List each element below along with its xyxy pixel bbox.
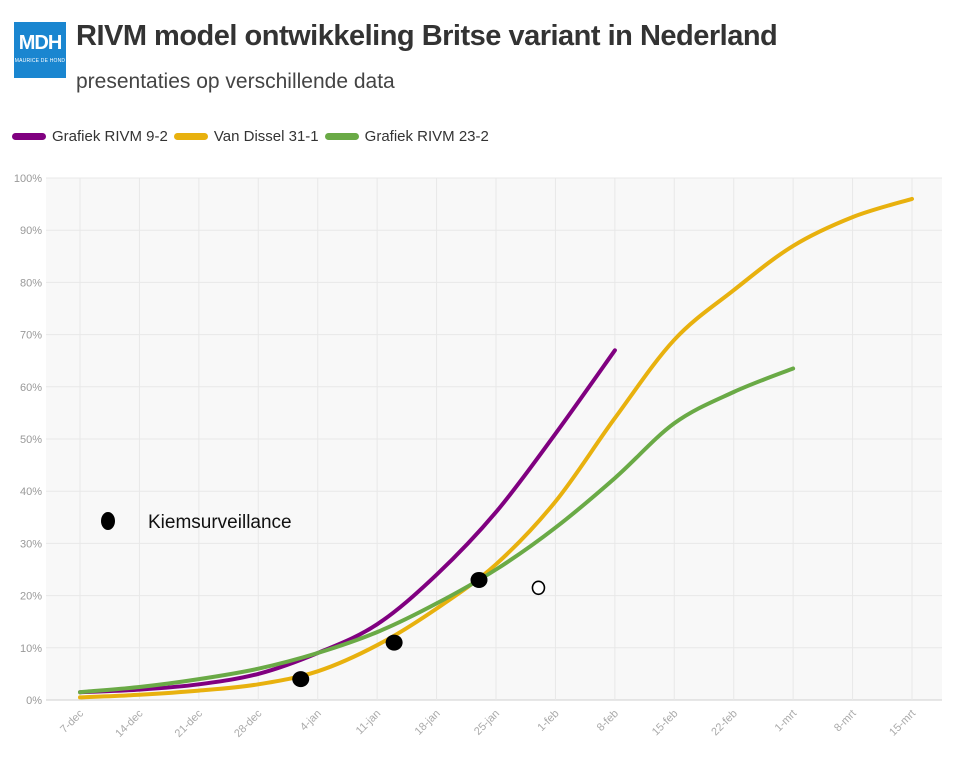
y-tick-label: 80%	[20, 277, 42, 289]
x-tick-label: 1-feb	[535, 708, 561, 734]
x-tick-label: 18-jan	[413, 708, 443, 738]
series-line-1	[78, 196, 914, 700]
legend-label: Grafiek RIVM 23-2	[364, 128, 489, 145]
x-tick-label: 8-feb	[595, 708, 621, 734]
logo-subtext: MAURICE DE HOND	[14, 58, 66, 64]
mdh-logo: MDH MAURICE DE HOND	[14, 22, 66, 78]
legend-swatch-green	[324, 133, 359, 140]
legend-swatch-yellow	[173, 133, 208, 140]
x-tick-label: 21-dec	[173, 707, 206, 740]
legend-label: Grafiek RIVM 9-2	[52, 128, 168, 145]
series-line-0	[78, 348, 617, 695]
legend: Grafiek RIVM 9-2 Van Dissel 31-1 Grafiek…	[12, 128, 495, 145]
x-tick-label: 4-jan	[298, 708, 324, 734]
y-tick-label: 70%	[20, 330, 42, 342]
x-tick-label: 11-jan	[354, 708, 384, 738]
y-tick-label: 90%	[20, 225, 42, 237]
x-tick-label: 15-feb	[650, 708, 681, 739]
chart-title: RIVM model ontwikkeling Britse variant i…	[76, 20, 778, 52]
chart-subtitle: presentaties op verschillende data	[76, 70, 395, 93]
legend-item-rivm-23-2[interactable]: Grafiek RIVM 23-2	[324, 128, 489, 145]
open-circle-marker	[531, 580, 546, 596]
y-tick-label: 30%	[20, 538, 42, 550]
y-tick-label: 100%	[14, 173, 42, 185]
kiemsurveillance-dot	[292, 671, 310, 688]
legend-label: Van Dissel 31-1	[213, 128, 319, 145]
x-tick-label: 15-mrt	[887, 708, 918, 739]
y-tick-label: 60%	[20, 382, 42, 394]
y-tick-label: 20%	[20, 591, 42, 603]
x-tick-label: 7-dec	[58, 707, 86, 735]
logo-mark: MDH	[18, 32, 63, 54]
x-tick-label: 28-dec	[232, 707, 265, 740]
y-tick-label: 0%	[26, 695, 42, 707]
x-tick-label: 22-feb	[709, 708, 740, 739]
legend-swatch-purple	[12, 133, 46, 140]
x-tick-label: 25-jan	[472, 708, 502, 738]
x-tick-label: 8-mrt	[832, 708, 859, 735]
annotation-marker-icon	[101, 512, 115, 530]
annotation-kiemsurveillance: Kiemsurveillance	[148, 512, 292, 533]
y-tick-label: 40%	[20, 486, 42, 498]
y-tick-label: 50%	[20, 434, 42, 446]
x-tick-label: 14-dec	[113, 707, 146, 740]
x-tick-label: 1-mrt	[773, 708, 800, 735]
legend-item-van-dissel-31-1[interactable]: Van Dissel 31-1	[173, 128, 319, 145]
legend-item-rivm-9-2[interactable]: Grafiek RIVM 9-2	[12, 128, 168, 145]
kiemsurveillance-dot	[470, 571, 488, 588]
kiemsurveillance-dot	[385, 634, 403, 651]
series-line-2	[78, 366, 796, 695]
y-tick-label: 10%	[20, 643, 42, 655]
